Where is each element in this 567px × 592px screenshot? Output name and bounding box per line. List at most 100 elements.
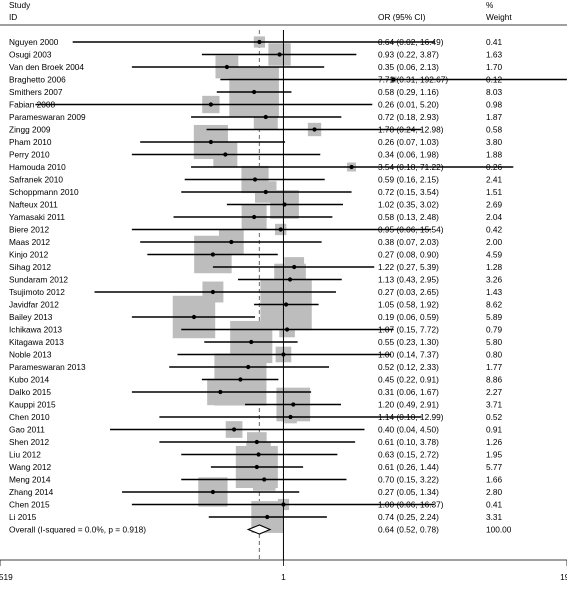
study-point [208, 139, 213, 145]
study-id: Noble 2013 [9, 350, 52, 360]
study-weight: 1.51 [486, 187, 503, 197]
header: Study ID OR (95% CI) % Weight [9, 0, 512, 22]
study-point [210, 289, 216, 295]
study-point [278, 227, 283, 232]
study-point [292, 264, 297, 270]
study-id: Smithers 2007 [9, 87, 63, 97]
study-id: Perry 2010 [9, 150, 50, 160]
study-id: Hamouda 2010 [9, 162, 66, 172]
study-weight: 8.62 [486, 300, 503, 310]
study-weight: 8.86 [486, 375, 503, 385]
study-id: Sihag 2012 [9, 262, 51, 272]
x-tick-label: 1 [281, 572, 286, 582]
study-weight: 3.31 [486, 512, 503, 522]
study-or-ci: 1.02 (0.35, 3.02) [378, 200, 439, 210]
study-id: Dalko 2015 [9, 387, 51, 397]
overall-or-ci: 0.64 (0.52, 0.78) [378, 525, 439, 535]
study-id: Biere 2012 [9, 225, 50, 235]
study-point [254, 464, 259, 470]
study-point [277, 52, 282, 57]
study-id: Kubo 2014 [9, 375, 50, 385]
study-weight: 8.03 [486, 87, 503, 97]
study-id: Tsujimoto 2012 [9, 287, 65, 297]
study-id: Maas 2012 [9, 237, 50, 247]
study-point [191, 314, 197, 320]
study-point [224, 64, 229, 70]
study-point [288, 414, 293, 420]
study-weight: 1.70 [486, 62, 503, 72]
study-weight: 0.12 [486, 75, 503, 85]
study-point [223, 152, 228, 157]
header-study: Study [9, 0, 31, 10]
study-id: Li 2015 [9, 512, 37, 522]
study-or-ci: 1.22 (0.27, 5.39) [378, 262, 439, 272]
study-weight: 0.41 [486, 500, 503, 510]
study-point [254, 439, 259, 445]
study-or-ci: 0.55 (0.23, 1.30) [378, 337, 439, 347]
study-point [285, 327, 290, 332]
study-id: Shen 2012 [9, 437, 50, 447]
study-or-ci: 1.00 (0.14, 7.37) [378, 350, 439, 360]
study-or-ci: 0.35 (0.06, 2.13) [378, 62, 439, 72]
study-weight: 1.77 [486, 362, 503, 372]
study-weight: 0.80 [486, 350, 503, 360]
overall-diamond [246, 524, 272, 535]
study-or-ci: 0.95 (0.06, 15.54) [378, 225, 444, 235]
study-weight: 2.41 [486, 175, 503, 185]
study-point [391, 77, 396, 82]
study-point [218, 389, 223, 395]
study-or-ci: 0.70 (0.15, 3.22) [378, 475, 439, 485]
x-tick-label: 193 [560, 572, 567, 582]
study-or-ci: 0.31 (0.06, 1.67) [378, 387, 439, 397]
study-or-ci: 0.40 (0.04, 4.50) [378, 425, 439, 435]
study-point [287, 277, 293, 282]
study-weight: 2.80 [486, 487, 503, 497]
study-or-ci: 1.00 (0.06, 16.37) [378, 500, 444, 510]
study-point [252, 214, 257, 220]
study-weight: 0.42 [486, 225, 503, 235]
header-weight: Weight [486, 12, 512, 22]
study-point [208, 102, 213, 107]
study-point [262, 477, 267, 482]
study-id: Parameswaran 2013 [9, 362, 86, 372]
study-weight: 0.52 [486, 412, 503, 422]
study-id: Javidfar 2012 [9, 300, 59, 310]
study-point [252, 177, 258, 182]
study-id: Fabian 2008 [9, 100, 56, 110]
study-id: Schoppmann 2010 [9, 187, 79, 197]
study-id: Zingg 2009 [9, 125, 51, 135]
study-id: Liu 2012 [9, 450, 41, 460]
study-id: Braghetto 2006 [9, 75, 66, 85]
study-or-ci: 0.72 (0.15, 3.54) [378, 187, 439, 197]
study-weight: 0.91 [486, 425, 503, 435]
study-weight: 0.26 [486, 162, 503, 172]
study-id: Parameswaran 2009 [9, 112, 86, 122]
study-point [246, 364, 251, 370]
study-weight: 2.00 [486, 237, 503, 247]
study-point [312, 127, 317, 132]
study-or-ci: 0.38 (0.07, 2.03) [378, 237, 439, 247]
study-or-ci: 0.59 (0.16, 2.15) [378, 175, 439, 185]
study-or-ci: 0.93 (0.22, 3.87) [378, 50, 439, 60]
study-id: Chen 2015 [9, 500, 50, 510]
study-point [291, 402, 296, 407]
study-id: Pham 2010 [9, 137, 52, 147]
study-or-ci: 1.13 (0.43, 2.95) [378, 275, 439, 285]
study-or-ci: 0.61 (0.10, 3.78) [378, 437, 439, 447]
study-or-ci: 1.20 (0.49, 2.91) [378, 400, 439, 410]
study-weight: 1.66 [486, 475, 503, 485]
study-weight: 0.58 [486, 125, 503, 135]
study-id: Kauppi 2015 [9, 400, 56, 410]
study-point [257, 39, 262, 45]
study-id: Chen 2010 [9, 412, 50, 422]
study-id: Ichikawa 2013 [9, 325, 62, 335]
study-point [210, 252, 216, 257]
study-weight: 1.28 [486, 262, 503, 272]
study-or-ci: 1.05 (0.58, 1.92) [378, 300, 439, 310]
study-weight: 2.69 [486, 200, 503, 210]
study-or-ci: 7.71 (0.31, 192.67) [378, 75, 448, 85]
study-weight: 1.63 [486, 50, 503, 60]
study-or-ci: 0.26 (0.07, 1.03) [378, 137, 439, 147]
